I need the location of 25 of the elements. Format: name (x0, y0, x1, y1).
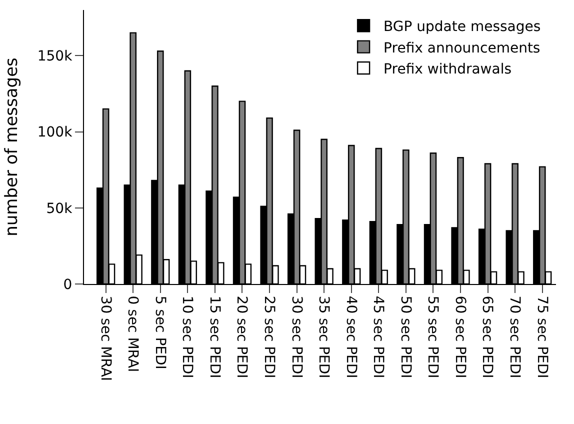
x-tick-label: 30 sec PEDI (288, 296, 304, 378)
y-tick-label: 0 (63, 276, 72, 293)
y-tick-label: 150k (37, 48, 74, 65)
x-tick-label: 0 sec MRAI (124, 296, 141, 372)
x-tick-label: 15 sec PEDI (206, 296, 222, 378)
x-tick-label: 5 sec PEDI (152, 296, 168, 370)
legend-label: Prefix withdrawals (384, 61, 512, 78)
x-tick-label: 35 sec PEDI (316, 296, 332, 378)
x-tick-label: 25 sec PEDI (260, 296, 277, 378)
y-axis-title: number of messages (2, 57, 22, 236)
legend-label: Prefix announcements (384, 40, 540, 56)
x-tick-label: 65 sec PEDI (479, 296, 496, 378)
x-tick-label: 70 sec PEDI (506, 296, 523, 378)
x-tick-label: 20 sec PEDI (234, 296, 250, 378)
x-tick-label: 75 sec PEDI (534, 296, 550, 378)
x-tick-label: 45 sec PEDI (370, 296, 386, 378)
y-tick-label: 50k (46, 200, 74, 217)
x-tick-label: 55 sec PEDI (424, 296, 441, 378)
legend-label: BGP update messages (384, 19, 541, 36)
x-tick-label: 50 sec PEDI (397, 296, 414, 378)
x-tick-label: 40 sec PEDI (342, 296, 359, 378)
x-tick-label: 60 sec PEDI (452, 296, 468, 378)
y-tick-label: 100k (37, 124, 74, 141)
x-tick-label: 10 sec PEDI (179, 296, 196, 378)
x-tick-label: 30 sec MRAI (97, 296, 114, 382)
